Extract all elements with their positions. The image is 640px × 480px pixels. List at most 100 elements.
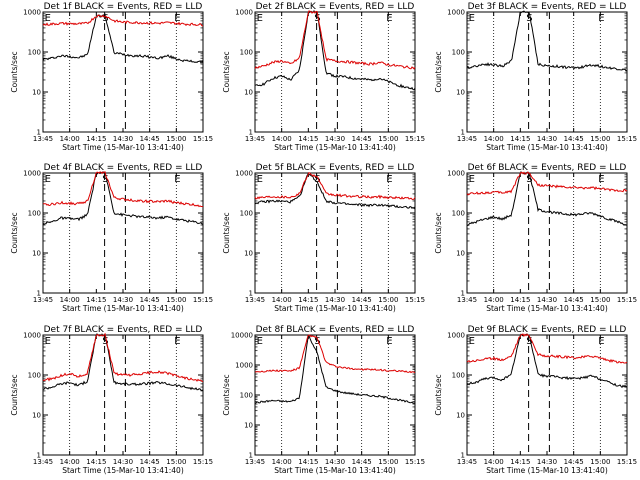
panel-title: Det 8f BLACK = Events, RED = LLD [256,325,415,335]
y-tick-label: 100 [452,372,465,380]
x-tick-label: 14:30 [537,296,557,304]
y-tick-label: 1 [249,290,253,298]
plot-frame [466,172,628,294]
series-line-black [254,173,416,210]
x-axis-label: Start Time (15-Mar-10 13:41:40) [274,304,396,313]
y-tick-label: 1 [461,452,465,460]
x-tick-label: 14:45 [140,135,160,143]
x-tick-label: 14:45 [140,458,160,466]
marker-e-start: E [257,174,263,185]
x-axis-label: Start Time (15-Mar-10 13:41:40) [62,466,184,475]
y-tick-label: 100 [240,49,253,57]
detector-panel-3: Det 3f BLACK = Events, RED = LLD 1 10 100 10… [434,2,637,152]
series-line-black [42,171,203,225]
marker-e-start: E [45,13,51,24]
marker-s: S [102,174,108,185]
marker-e-end: E [598,174,604,185]
x-tick-label: 14:30 [325,135,345,143]
x-tick-label: 15:15 [193,296,213,304]
x-tick-label: 15:00 [166,296,186,304]
detector-panel-8: Det 8f BLACK = Events, RED = LLD 1 10 100 10… [222,325,425,475]
x-tick-label: 13:45 [457,296,477,304]
y-tick-label: 10 [244,250,253,258]
marker-e-start: E [469,174,475,185]
series-line-black [466,333,628,389]
x-tick-label: 14:15 [298,458,318,466]
plot-frame [42,11,204,133]
detector-panel-5: Det 5f BLACK = Events, RED = LLD 1 10 100 10… [222,163,425,313]
y-tick-label: 1000 [447,9,465,17]
x-tick-label: 14:00 [484,135,504,143]
series-line-red [42,332,204,382]
series-line-red [254,172,416,201]
x-axis-label: Start Time (15-Mar-10 13:41:40) [486,466,608,475]
x-tick-label: 14:00 [272,458,292,466]
y-tick-label: 100 [240,392,253,400]
x-tick-label: 14:45 [140,296,160,304]
x-tick-label: 14:15 [510,458,530,466]
y-tick-label: 1000 [235,170,253,178]
panel-title: Det 9f BLACK = Events, RED = LLD [468,325,627,335]
y-axis-label: Counts/sec [222,374,231,415]
panel-title: Det 2f BLACK = Events, RED = LLD [256,2,415,12]
x-tick-label: 14:30 [113,135,133,143]
y-tick-label: 1000 [447,170,465,178]
x-tick-label: 14:15 [510,135,530,143]
x-tick-label: 14:00 [484,458,504,466]
x-tick-label: 14:15 [86,135,106,143]
detector-panel-1: Det 1f BLACK = Events, RED = LLD 1 10 100 10… [10,2,213,152]
series-line-black [254,334,416,404]
y-tick-label: 1000 [235,9,253,17]
x-tick-label: 14:30 [325,458,345,466]
marker-e-start: E [257,13,263,24]
x-axis-label: Start Time (15-Mar-10 13:41:40) [274,143,396,152]
y-tick-label: 1000 [447,332,465,340]
x-tick-label: 15:00 [166,458,186,466]
y-axis-label: Counts/sec [10,51,19,92]
y-tick-label: 1000 [23,332,41,340]
x-tick-label: 14:45 [564,458,584,466]
x-tick-label: 14:30 [113,296,133,304]
y-tick-label: 10 [456,250,465,258]
x-tick-label: 15:00 [378,458,398,466]
detector-panel-4: Det 4f BLACK = Events, RED = LLD 1 10 100 10… [10,163,213,313]
x-tick-label: 14:00 [60,135,80,143]
x-tick-label: 14:00 [272,135,292,143]
x-tick-label: 15:15 [617,296,637,304]
marker-e-start: E [257,336,263,347]
series-line-black [42,13,204,64]
x-tick-label: 14:30 [325,296,345,304]
y-tick-label: 100 [28,372,41,380]
x-tick-label: 15:00 [166,135,186,143]
y-tick-label: 10 [32,250,41,258]
series-line-red [254,334,416,374]
marker-s: S [314,13,320,24]
y-tick-label: 1 [461,129,465,137]
y-tick-label: 10 [456,412,465,420]
x-tick-label: 15:00 [590,135,610,143]
x-tick-label: 14:00 [60,458,80,466]
x-tick-label: 14:30 [113,458,133,466]
x-tick-label: 14:15 [298,135,318,143]
detector-panel-6: Det 6f BLACK = Events, RED = LLD 1 10 100 10… [434,163,637,313]
plot-frame [42,334,204,456]
y-tick-label: 1 [37,129,41,137]
marker-e-end: E [174,174,180,185]
x-tick-label: 14:15 [510,296,530,304]
marker-s: S [526,336,532,347]
y-tick-label: 1000 [235,362,253,370]
series-line-red [42,14,204,27]
marker-e-end: E [386,13,392,24]
x-tick-label: 13:45 [245,296,265,304]
marker-s: S [526,13,532,24]
y-axis-label: Counts/sec [222,51,231,92]
x-tick-label: 15:00 [590,296,610,304]
marker-e-end: E [386,174,392,185]
y-axis-label: Counts/sec [222,212,231,253]
x-tick-label: 14:15 [86,458,106,466]
series-line-red [466,171,628,196]
x-tick-label: 14:15 [298,296,318,304]
x-tick-label: 13:45 [245,458,265,466]
x-tick-label: 13:45 [33,296,53,304]
series-line-red [466,333,628,364]
